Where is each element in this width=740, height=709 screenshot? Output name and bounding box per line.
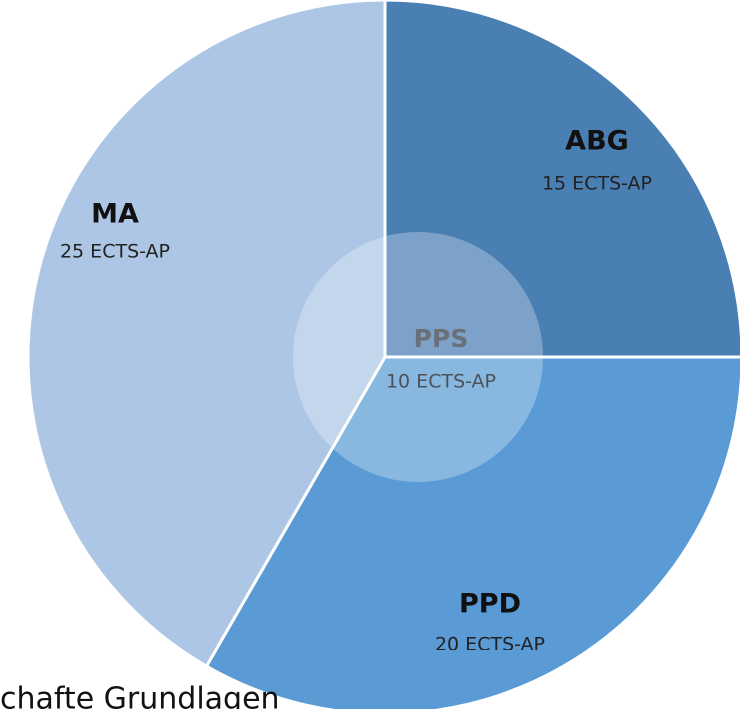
center-circle xyxy=(293,232,543,482)
slice-value-label: 15 ECTS-AP xyxy=(542,173,652,195)
slice-name: PPD xyxy=(459,589,521,620)
center-value-label: 10 ECTS-AP xyxy=(386,371,496,393)
labels: ABG 15 ECTS-AP PPD 20 ECTS-AP MA 25 ECTS-AP PP… xyxy=(60,126,652,656)
slice-name: MA xyxy=(91,199,139,230)
pie xyxy=(26,0,740,709)
caption: chafte Grundlagen xyxy=(0,682,280,709)
pie-slice xyxy=(204,355,740,709)
pie-slice xyxy=(26,0,387,669)
slice-value-label: 25 ECTS-AP xyxy=(60,241,170,263)
center-name: PPS xyxy=(414,324,469,353)
slice-name: ABG xyxy=(565,126,629,157)
slice-value-label: 20 ECTS-AP xyxy=(435,634,545,656)
pie-slice xyxy=(383,0,740,359)
